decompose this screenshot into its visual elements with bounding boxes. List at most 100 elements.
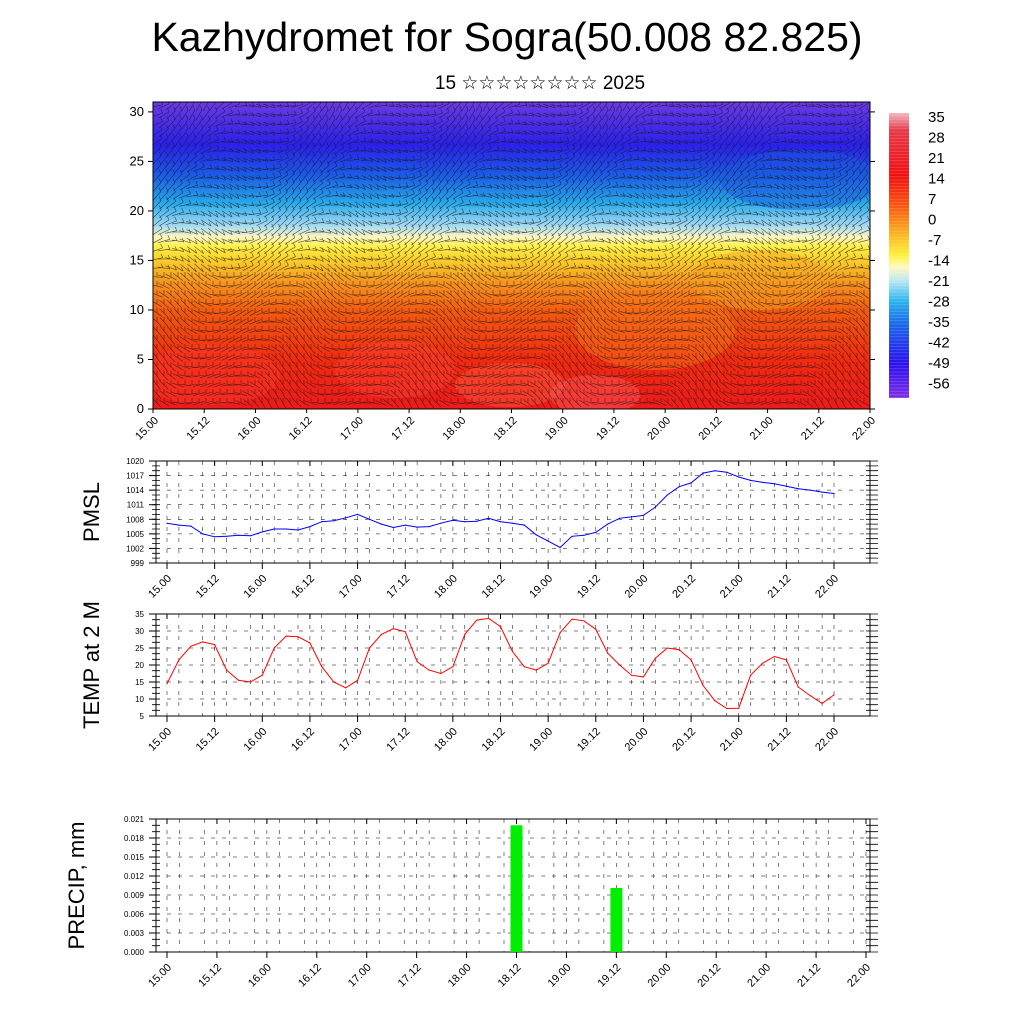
series-point: [190, 525, 192, 527]
heatmap-blob: [690, 250, 830, 310]
series-point: [750, 479, 752, 481]
x-tick-label: 18.00: [446, 962, 474, 990]
x-tick-label: 17.12: [389, 415, 417, 443]
wind-barb-paths: [153, 102, 870, 409]
x-tick-label: 18.12: [480, 726, 508, 754]
series-point: [321, 521, 323, 523]
x-tick-label: 19.00: [527, 726, 555, 754]
series-point: [452, 666, 454, 668]
x-tick-label: 16.12: [296, 962, 324, 990]
y-tick-label: 0.015: [124, 853, 145, 862]
x-tick-label: 16.00: [241, 726, 269, 754]
series-point: [214, 644, 216, 646]
x-tick-label: 18.00: [440, 415, 468, 443]
series-point: [368, 647, 371, 649]
series-point: [607, 523, 609, 525]
series-point: [571, 618, 573, 620]
colorbar-label: -7: [928, 232, 941, 249]
y-tick-label: 1008: [126, 515, 144, 524]
y-tick-label: 30: [130, 104, 144, 119]
series-point: [357, 679, 359, 681]
x-tick-label: 16.00: [246, 962, 274, 990]
x-tick-label: 22.00: [845, 962, 873, 990]
series-point: [249, 681, 251, 683]
colorbar-label: -56: [928, 376, 950, 393]
series-point: [476, 520, 478, 522]
colorbar-bands: [889, 115, 909, 398]
x-tick-label: 20.00: [645, 415, 673, 443]
x-tick-label: 17.00: [337, 573, 365, 601]
series-point: [666, 494, 668, 496]
series-point: [571, 535, 573, 537]
x-tick-label: 17.12: [396, 962, 424, 990]
x-tick-label: 18.00: [432, 573, 460, 601]
x-tick-label: 22.00: [813, 573, 841, 601]
series-point: [404, 524, 406, 526]
series-point: [511, 650, 513, 653]
x-tick-label: 17.00: [337, 726, 365, 754]
series-point: [488, 617, 490, 620]
series-point: [345, 687, 347, 689]
x-tick-label: 15.12: [184, 415, 212, 443]
precip-bar: [610, 888, 623, 952]
series-point: [761, 481, 764, 483]
x-tick-label: 21.00: [718, 726, 746, 754]
x-tick-label: 20.00: [645, 962, 673, 990]
heatmap-blob: [720, 150, 870, 210]
x-tick-label: 19.12: [596, 962, 624, 990]
y-tick-label: 5: [140, 712, 145, 721]
x-tick-label: 16.00: [241, 573, 269, 601]
series-point: [380, 633, 382, 636]
x-tick-label: 17.12: [384, 573, 412, 601]
series-point: [690, 482, 692, 484]
series-point: [583, 534, 585, 536]
panel-frame: [155, 460, 871, 564]
precip-bar: [510, 825, 523, 952]
series-point: [226, 535, 228, 537]
series-point: [547, 540, 549, 542]
x-tick-label: 21.12: [766, 726, 794, 754]
wind-barbs: [153, 102, 870, 409]
series-point: [214, 536, 216, 538]
x-tick-label: 21.12: [766, 573, 794, 601]
series-point: [249, 535, 251, 537]
series-point: [226, 669, 228, 671]
x-tick-label: 19.12: [594, 415, 622, 443]
y-tick-label: 0.003: [124, 929, 145, 938]
x-tick-label: 15.12: [196, 962, 224, 990]
x-tick-label: 21.00: [748, 415, 776, 443]
x-tick-label: 22.00: [850, 415, 878, 443]
panel-grid: [156, 818, 870, 953]
series-point: [619, 517, 621, 519]
x-tick-label: 22.00: [813, 726, 841, 754]
series-point: [440, 672, 442, 675]
series-point: [726, 471, 728, 473]
series-point: [309, 642, 311, 644]
colorbar-label: 7: [928, 191, 936, 208]
series-point: [630, 516, 633, 518]
y-tick-label: 1017: [126, 472, 144, 481]
series-point: [166, 522, 168, 524]
x-tick-label: 19.12: [575, 573, 603, 601]
series-point: [619, 664, 621, 666]
series-point: [821, 702, 823, 705]
series-point: [511, 522, 513, 524]
colorbar-label: -49: [928, 355, 950, 372]
series-point: [190, 645, 192, 647]
series-point: [452, 519, 454, 521]
series-point: [738, 476, 740, 478]
x-tick-label: 18.12: [480, 573, 508, 601]
series-point: [333, 520, 335, 522]
series-point: [785, 659, 788, 661]
series-point: [273, 528, 275, 530]
series-point: [499, 521, 502, 523]
series-point: [416, 526, 418, 528]
series-point: [666, 647, 668, 649]
series-point: [202, 533, 204, 535]
series-point: [464, 633, 466, 636]
x-tick-label: 21.00: [718, 573, 746, 601]
series-point: [333, 681, 335, 683]
y-tick-label: 1002: [126, 544, 144, 553]
heatmap-blob: [550, 375, 640, 409]
series-point: [404, 631, 406, 633]
